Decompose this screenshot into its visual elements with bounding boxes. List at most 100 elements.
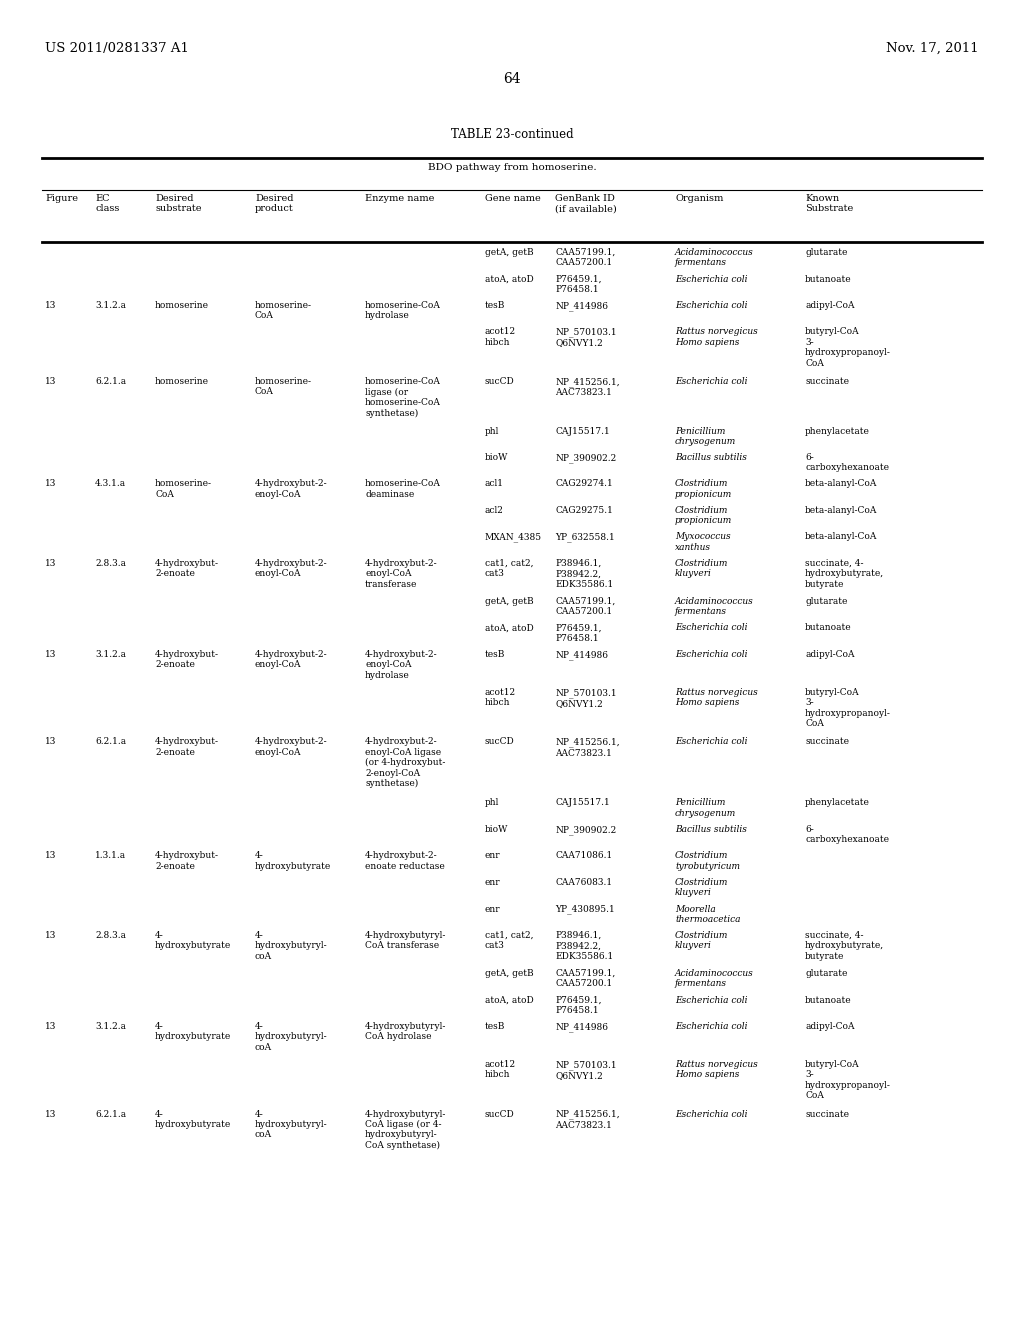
- Text: phenylacetate: phenylacetate: [805, 799, 869, 808]
- Text: Desired
product: Desired product: [255, 194, 294, 214]
- Text: Nov. 17, 2011: Nov. 17, 2011: [887, 42, 979, 55]
- Text: US 2011/0281337 A1: US 2011/0281337 A1: [45, 42, 188, 55]
- Text: Known
Substrate: Known Substrate: [805, 194, 853, 214]
- Text: phl: phl: [485, 799, 500, 808]
- Text: NP_415256.1,
AAC73823.1: NP_415256.1, AAC73823.1: [555, 738, 620, 758]
- Text: NP_415256.1,
AAC73823.1: NP_415256.1, AAC73823.1: [555, 1110, 620, 1130]
- Text: NP_414986: NP_414986: [555, 301, 608, 310]
- Text: getA, getB: getA, getB: [485, 597, 534, 606]
- Text: 3.1.2.a: 3.1.2.a: [95, 649, 126, 659]
- Text: NP_570103.1
Q6NVY1.2: NP_570103.1 Q6NVY1.2: [555, 688, 616, 708]
- Text: 3.1.2.a: 3.1.2.a: [95, 301, 126, 310]
- Text: P76459.1,
P76458.1: P76459.1, P76458.1: [555, 275, 601, 294]
- Text: 13: 13: [45, 649, 56, 659]
- Text: 13: 13: [45, 301, 56, 310]
- Text: Bacillus subtilis: Bacillus subtilis: [675, 825, 746, 834]
- Text: butanoate: butanoate: [805, 275, 852, 284]
- Text: butanoate: butanoate: [805, 995, 852, 1005]
- Text: enr: enr: [485, 851, 501, 861]
- Text: Clostridium
kluyveri: Clostridium kluyveri: [675, 558, 728, 578]
- Text: 4-hydroxybutyryl-
CoA hydrolase: 4-hydroxybutyryl- CoA hydrolase: [365, 1022, 446, 1041]
- Text: P38946.1,
P38942.2,
EDK35586.1: P38946.1, P38942.2, EDK35586.1: [555, 931, 613, 961]
- Text: GenBank ID
(if available): GenBank ID (if available): [555, 194, 616, 214]
- Text: Penicillium
chrysogenum: Penicillium chrysogenum: [675, 426, 736, 446]
- Text: sucCD: sucCD: [485, 738, 515, 747]
- Text: NP_414986: NP_414986: [555, 1022, 608, 1032]
- Text: Clostridium
kluyveri: Clostridium kluyveri: [675, 931, 728, 950]
- Text: Enzyme name: Enzyme name: [365, 194, 434, 203]
- Text: Escherichia coli: Escherichia coli: [675, 995, 748, 1005]
- Text: CAA57199.1,
CAA57200.1: CAA57199.1, CAA57200.1: [555, 597, 615, 616]
- Text: 6-
carboxyhexanoate: 6- carboxyhexanoate: [805, 453, 889, 473]
- Text: Acidaminococcus
fermentans: Acidaminococcus fermentans: [675, 597, 754, 616]
- Text: 13: 13: [45, 931, 56, 940]
- Text: phenylacetate: phenylacetate: [805, 426, 869, 436]
- Text: NP_415256.1,
AAC73823.1: NP_415256.1, AAC73823.1: [555, 378, 620, 397]
- Text: 4-hydroxybut-
2-enoate: 4-hydroxybut- 2-enoate: [155, 649, 219, 669]
- Text: Bacillus subtilis: Bacillus subtilis: [675, 453, 746, 462]
- Text: adipyl-CoA: adipyl-CoA: [805, 649, 854, 659]
- Text: 4-
hydroxybutyrate: 4- hydroxybutyrate: [255, 851, 331, 871]
- Text: cat1, cat2,
cat3: cat1, cat2, cat3: [485, 931, 534, 950]
- Text: MXAN_4385: MXAN_4385: [485, 532, 542, 543]
- Text: bioW: bioW: [485, 825, 508, 834]
- Text: atoA, atoD: atoA, atoD: [485, 275, 534, 284]
- Text: adipyl-CoA: adipyl-CoA: [805, 301, 854, 310]
- Text: acot12
hibch: acot12 hibch: [485, 1060, 516, 1080]
- Text: beta-alanyl-CoA: beta-alanyl-CoA: [805, 506, 878, 515]
- Text: 4-hydroxybut-
2-enoate: 4-hydroxybut- 2-enoate: [155, 558, 219, 578]
- Text: 13: 13: [45, 479, 56, 488]
- Text: Clostridium
propionicum: Clostridium propionicum: [675, 479, 732, 499]
- Text: Acidaminococcus
fermentans: Acidaminococcus fermentans: [675, 969, 754, 989]
- Text: 6-
carboxyhexanoate: 6- carboxyhexanoate: [805, 825, 889, 845]
- Text: 4-hydroxybutyryl-
CoA transferase: 4-hydroxybutyryl- CoA transferase: [365, 931, 446, 950]
- Text: glutarate: glutarate: [805, 597, 848, 606]
- Text: Clostridium
tyrobutyricum: Clostridium tyrobutyricum: [675, 851, 740, 871]
- Text: P38946.1,
P38942.2,
EDK35586.1: P38946.1, P38942.2, EDK35586.1: [555, 558, 613, 589]
- Text: homoserine-CoA
ligase (or
homoserine-CoA
synthetase): homoserine-CoA ligase (or homoserine-CoA…: [365, 378, 441, 417]
- Text: enr: enr: [485, 904, 501, 913]
- Text: bioW: bioW: [485, 453, 508, 462]
- Text: Organism: Organism: [675, 194, 723, 203]
- Text: CAG29274.1: CAG29274.1: [555, 479, 612, 488]
- Text: acot12
hibch: acot12 hibch: [485, 688, 516, 708]
- Text: NP_570103.1
Q6NVY1.2: NP_570103.1 Q6NVY1.2: [555, 327, 616, 347]
- Text: Rattus norvegicus
Homo sapiens: Rattus norvegicus Homo sapiens: [675, 688, 758, 708]
- Text: enr: enr: [485, 878, 501, 887]
- Text: Rattus norvegicus
Homo sapiens: Rattus norvegicus Homo sapiens: [675, 1060, 758, 1080]
- Text: 4-hydroxybutyryl-
CoA ligase (or 4-
hydroxybutyryl-
CoA synthetase): 4-hydroxybutyryl- CoA ligase (or 4- hydr…: [365, 1110, 446, 1150]
- Text: homoserine-
CoA: homoserine- CoA: [255, 301, 312, 321]
- Text: succinate: succinate: [805, 1110, 849, 1118]
- Text: acl2: acl2: [485, 506, 504, 515]
- Text: NP_414986: NP_414986: [555, 649, 608, 660]
- Text: 2.8.3.a: 2.8.3.a: [95, 931, 126, 940]
- Text: 4-hydroxybut-2-
enoyl-CoA ligase
(or 4-hydroxybut-
2-enoyl-CoA
synthetase): 4-hydroxybut-2- enoyl-CoA ligase (or 4-h…: [365, 738, 445, 788]
- Text: cat1, cat2,
cat3: cat1, cat2, cat3: [485, 558, 534, 578]
- Text: 3.1.2.a: 3.1.2.a: [95, 1022, 126, 1031]
- Text: CAJ15517.1: CAJ15517.1: [555, 799, 609, 808]
- Text: P76459.1,
P76458.1: P76459.1, P76458.1: [555, 995, 601, 1015]
- Text: P76459.1,
P76458.1: P76459.1, P76458.1: [555, 623, 601, 643]
- Text: YP_632558.1: YP_632558.1: [555, 532, 614, 543]
- Text: tesB: tesB: [485, 301, 506, 310]
- Text: Penicillium
chrysogenum: Penicillium chrysogenum: [675, 799, 736, 818]
- Text: 4-hydroxybut-2-
enoyl-CoA: 4-hydroxybut-2- enoyl-CoA: [255, 558, 328, 578]
- Text: CAG29275.1: CAG29275.1: [555, 506, 613, 515]
- Text: butyryl-CoA
3-
hydroxypropanoyl-
CoA: butyryl-CoA 3- hydroxypropanoyl- CoA: [805, 688, 891, 729]
- Text: CAA76083.1: CAA76083.1: [555, 878, 612, 887]
- Text: 4-
hydroxybutyryl-
coA: 4- hydroxybutyryl- coA: [255, 931, 328, 961]
- Text: 4.3.1.a: 4.3.1.a: [95, 479, 126, 488]
- Text: Clostridium
kluyveri: Clostridium kluyveri: [675, 878, 728, 898]
- Text: sucCD: sucCD: [485, 378, 515, 385]
- Text: Escherichia coli: Escherichia coli: [675, 301, 748, 310]
- Text: TABLE 23-continued: TABLE 23-continued: [451, 128, 573, 141]
- Text: 13: 13: [45, 1110, 56, 1118]
- Text: 4-hydroxybut-2-
enoate reductase: 4-hydroxybut-2- enoate reductase: [365, 851, 444, 871]
- Text: succinate, 4-
hydroxybutyrate,
butyrate: succinate, 4- hydroxybutyrate, butyrate: [805, 931, 884, 961]
- Text: 4-hydroxybut-
2-enoate: 4-hydroxybut- 2-enoate: [155, 738, 219, 756]
- Text: CAJ15517.1: CAJ15517.1: [555, 426, 609, 436]
- Text: 64: 64: [503, 73, 521, 86]
- Text: 13: 13: [45, 558, 56, 568]
- Text: BDO pathway from homoserine.: BDO pathway from homoserine.: [428, 162, 596, 172]
- Text: 4-
hydroxybutyrate: 4- hydroxybutyrate: [155, 931, 231, 950]
